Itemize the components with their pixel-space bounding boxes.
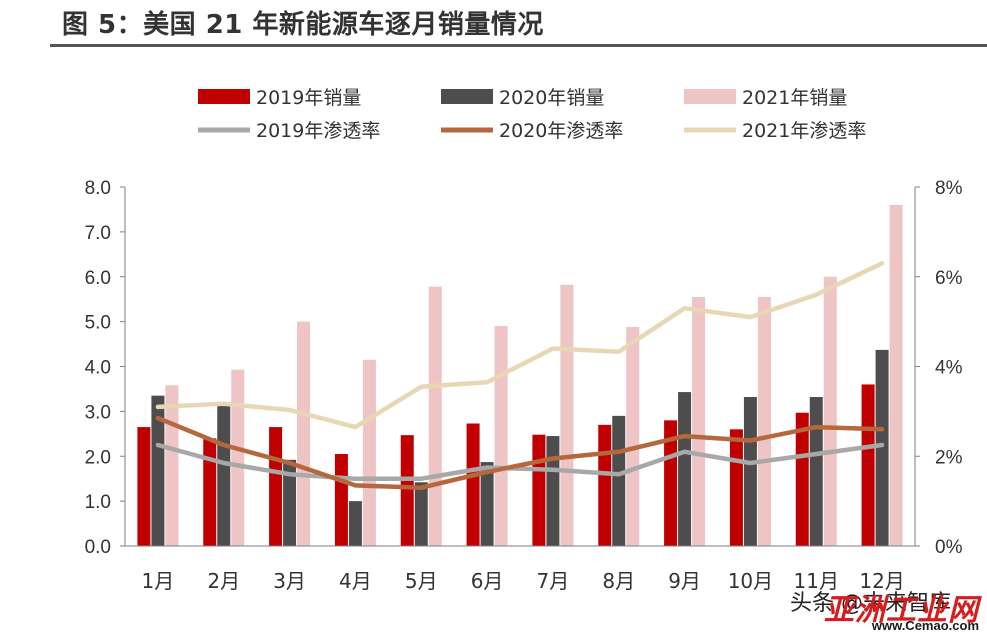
bar-2019年销量-2月 [203, 438, 217, 546]
left-axis-tick-label: 3.0 [85, 402, 111, 423]
bar-2020年销量-5月 [414, 482, 428, 546]
left-axis-tick-label: 1.0 [85, 492, 111, 513]
watermark-url: www.Cemao.com [871, 618, 979, 633]
bar-2020年销量-3月 [283, 459, 297, 546]
bar-2019年销量-10月 [729, 429, 743, 546]
bar-2020年销量-2月 [217, 405, 231, 546]
left-axis-tick-label: 5.0 [85, 313, 111, 334]
bar-2021年销量-10月 [757, 296, 771, 546]
x-axis-tick-label: 9月 [668, 569, 701, 593]
legend-label-2020年渗透率: 2020年渗透率 [499, 120, 623, 142]
bar-2021年销量-7月 [560, 284, 574, 546]
bar-2020年销量-12月 [875, 349, 889, 546]
bar-2019年销量-6月 [466, 423, 480, 546]
bar-2021年销量-5月 [428, 286, 442, 546]
left-axis-tick-label: 8.0 [85, 178, 111, 199]
left-axis-tick-label: 7.0 [85, 223, 111, 244]
bar-2020年销量-11月 [809, 397, 823, 546]
left-axis-tick-label: 0.0 [85, 537, 111, 558]
bar-2020年销量-10月 [743, 397, 757, 546]
bar-2021年销量-8月 [626, 327, 640, 546]
bar-2019年销量-8月 [598, 424, 612, 546]
legend-label-2021年渗透率: 2021年渗透率 [742, 120, 866, 142]
left-axis-tick-label: 6.0 [85, 268, 111, 289]
bar-2019年销量-5月 [400, 435, 414, 546]
x-axis-tick-label: 4月 [339, 569, 372, 593]
line-2019年渗透率 [155, 442, 885, 481]
x-axis-tick-label: 11月 [794, 569, 839, 593]
line-2021年渗透率 [155, 261, 885, 430]
bar-2021年销量-9月 [692, 296, 706, 546]
left-axis-tick-label: 4.0 [85, 358, 111, 379]
bar-2019年销量-7月 [532, 434, 546, 546]
x-axis-tick-label: 10月 [728, 569, 773, 593]
watermark-source: 头条 @未来智库 [790, 591, 951, 616]
bar-2019年销量-3月 [269, 427, 283, 546]
bar-2019年销量-1月 [137, 427, 151, 546]
bar-2020年销量-7月 [546, 436, 560, 546]
legend-label-2019年销量: 2019年销量 [256, 87, 361, 109]
bar-2021年销量-12月 [889, 204, 903, 546]
legend-swatch-2019年销量 [198, 89, 250, 104]
bar-2019年销量-4月 [334, 454, 348, 546]
bar-2020年销量-9月 [678, 392, 692, 546]
bar-2021年销量-2月 [231, 369, 245, 546]
bar-2020年销量-6月 [480, 462, 494, 546]
bar-2019年销量-12月 [861, 384, 875, 546]
x-axis-tick-label: 7月 [537, 569, 570, 593]
legend-label-2019年渗透率: 2019年渗透率 [256, 120, 380, 142]
bar-2020年销量-8月 [612, 415, 626, 546]
right-axis-tick-label: 8% [935, 178, 963, 199]
bar-2020年销量-1月 [151, 395, 165, 546]
x-axis-tick-label: 6月 [471, 569, 504, 593]
legend-label-2020年销量: 2020年销量 [499, 87, 604, 109]
watermark-text: 亚洲工业网 [824, 593, 979, 628]
page-title: 图 5：美国 21 年新能源车逐月销量情况 [62, 10, 544, 40]
x-axis-tick-label: 2月 [207, 569, 240, 593]
right-axis-tick-label: 2% [935, 447, 963, 468]
x-axis-tick-label: 12月 [859, 569, 904, 593]
x-axis-tick-label: 3月 [273, 569, 306, 593]
legend-label-2021年销量: 2021年销量 [742, 87, 847, 109]
x-axis-tick-label: 5月 [405, 569, 438, 593]
bar-2021年销量-4月 [362, 359, 376, 546]
x-axis-tick-label: 1月 [142, 569, 175, 593]
watermark-logo: 亚洲工业网 www.Cemao.com [824, 585, 979, 633]
x-axis-tick-label: 8月 [602, 569, 635, 593]
legend-swatch-2021年销量 [684, 89, 736, 104]
bar-2021年销量-11月 [823, 276, 837, 546]
bar-2021年销量-6月 [494, 326, 508, 546]
title-divider [50, 44, 987, 47]
bar-2021年销量-3月 [297, 321, 311, 546]
left-axis-tick-label: 2.0 [85, 447, 111, 468]
bar-2021年销量-1月 [165, 385, 179, 546]
right-axis-tick-label: 0% [935, 537, 963, 558]
bar-2019年销量-9月 [664, 420, 678, 546]
bar-2020年销量-4月 [348, 501, 362, 546]
right-axis-tick-label: 6% [935, 268, 963, 289]
right-axis-tick-label: 4% [935, 358, 963, 379]
legend-swatch-2020年销量 [441, 89, 493, 104]
bar-2019年销量-11月 [795, 412, 809, 546]
line-2020年渗透率 [155, 415, 885, 490]
